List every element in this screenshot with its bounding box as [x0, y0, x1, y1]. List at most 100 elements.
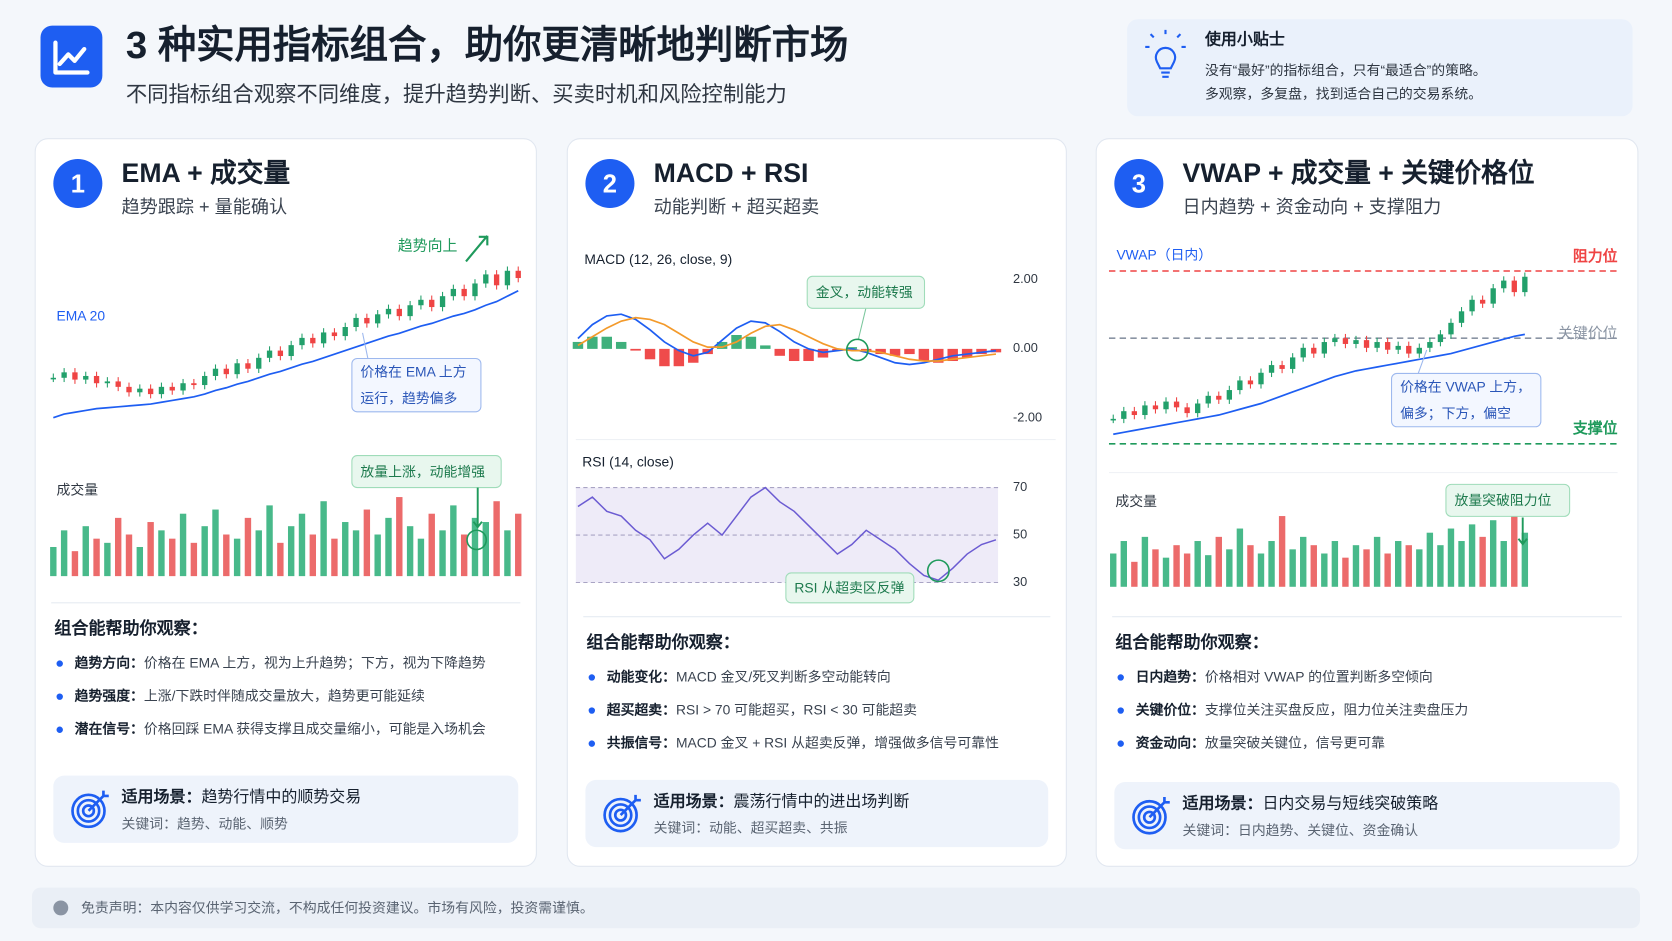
candle — [191, 383, 197, 386]
card-subtitle: 趋势跟踪 + 量能确认 — [122, 197, 288, 217]
volume-bar — [1479, 536, 1486, 587]
scenario-box — [1114, 782, 1620, 850]
bullet — [1117, 707, 1124, 714]
scenario-keywords: 关键词：日内趋势、关键位、资金确认 — [1183, 822, 1419, 838]
observation: 趋势方向：价格在 EMA 上方，视为上升趋势；下方，视为下降趋势 — [75, 654, 486, 671]
volume-bar — [93, 538, 100, 577]
volume-bar — [1342, 557, 1349, 587]
macd-hist — [745, 336, 757, 349]
volume-bar — [1215, 536, 1222, 587]
volume-bar — [223, 534, 230, 577]
volume-bar — [320, 501, 327, 577]
candle — [1395, 345, 1401, 350]
candle — [1374, 342, 1380, 348]
callout-arrow — [472, 487, 483, 529]
candle — [1205, 395, 1211, 404]
candle — [1237, 380, 1243, 391]
volume-bar — [374, 534, 381, 577]
candle — [1279, 365, 1285, 369]
callout-box — [806, 275, 926, 309]
callout-text: 偏多；下方，偏空 — [1400, 405, 1511, 422]
candle — [1311, 347, 1317, 354]
candle — [1479, 299, 1486, 304]
volume-bar — [104, 542, 111, 577]
scenario-box — [585, 779, 1049, 848]
observation: 共振信号：MACD 金叉 + RSI 从超卖反弹，增强做多信号可靠性 — [607, 734, 999, 750]
scenario-text: 日内交易与短线突破策略 — [1262, 795, 1438, 813]
volume-bar — [1384, 553, 1391, 587]
vwap-label: VWAP（日内） — [1116, 247, 1212, 263]
volume-bar — [450, 505, 457, 577]
scenario: 适用场景：趋势行情中的顺势交易 — [122, 788, 362, 806]
volume-bar — [179, 513, 187, 577]
volume-bar — [136, 546, 144, 577]
bullet — [588, 707, 596, 714]
y-tick-label: 30 — [1013, 574, 1027, 589]
observation-label: 资金动向： — [1136, 734, 1205, 750]
candle — [104, 381, 111, 384]
macd-hist — [889, 348, 901, 356]
observation-text: 价格相对 VWAP 的位置判断多空倾向 — [1205, 668, 1433, 684]
macd-hist — [875, 348, 886, 355]
candle — [1448, 322, 1454, 335]
observation-text: 价格回踩 EMA 获得支撑且成交量缩小，可能是入场机会 — [144, 720, 486, 736]
callout-text: 价格在 EMA 上方 — [360, 364, 466, 380]
macd-hist — [615, 341, 627, 349]
macd-hist — [961, 348, 973, 358]
volume-bar — [125, 534, 133, 577]
volume-bar — [1395, 541, 1402, 587]
volume-bar — [1152, 549, 1159, 587]
candle — [1184, 407, 1190, 414]
candle — [483, 274, 489, 284]
callout-box — [351, 455, 502, 489]
candle — [450, 288, 457, 297]
candle — [1268, 365, 1275, 373]
callout-pointer — [1417, 349, 1428, 374]
tip-title: 使用小贴士 — [1204, 30, 1285, 49]
volume-bar — [406, 526, 414, 577]
card-title: EMA + 成交量 — [122, 158, 291, 188]
volume-bar — [1437, 545, 1444, 587]
macd-hist — [760, 345, 771, 349]
bulb-icon — [1145, 29, 1186, 78]
candle — [1469, 299, 1475, 312]
level-label: 阻力位 — [1573, 247, 1618, 265]
candle — [1289, 357, 1296, 369]
card-number: 1 — [71, 170, 85, 198]
candle — [429, 299, 435, 308]
observation-label: 潜在信号： — [75, 720, 144, 736]
ema-line — [53, 289, 519, 419]
volume-bar — [1363, 549, 1370, 587]
macd-hist — [673, 348, 685, 367]
callout-text: RSI 从超卖区反弹 — [794, 580, 904, 596]
volume-bar — [493, 501, 500, 577]
volume-bar — [1226, 549, 1233, 587]
candle — [1522, 276, 1528, 293]
macd-hist — [601, 336, 613, 349]
card — [34, 138, 537, 867]
candle — [1152, 405, 1159, 410]
card-number: 3 — [1132, 170, 1146, 198]
volume-bar — [1511, 511, 1518, 587]
observation-text: MACD 金叉/死叉判断多空动能转向 — [676, 668, 891, 684]
volume-bar — [1500, 541, 1507, 587]
volume-bar — [1247, 545, 1254, 587]
tip-box — [1127, 19, 1633, 117]
macd-hist — [976, 348, 987, 355]
level-label: 支撑位 — [1572, 419, 1618, 437]
candle — [50, 377, 56, 380]
macd-hist — [659, 348, 670, 367]
highlight — [466, 529, 488, 551]
card-title: VWAP + 成交量 + 关键价格位 — [1183, 158, 1535, 188]
volume-bar — [266, 505, 273, 577]
candle — [1163, 401, 1169, 410]
volume-bar — [1310, 545, 1317, 587]
candle — [1427, 342, 1433, 348]
volume-bar — [1268, 541, 1275, 587]
volume-bar — [1257, 553, 1265, 587]
bullet — [588, 674, 596, 681]
volume-bar — [1289, 549, 1296, 587]
bullet — [56, 726, 63, 733]
candle — [1300, 347, 1306, 358]
